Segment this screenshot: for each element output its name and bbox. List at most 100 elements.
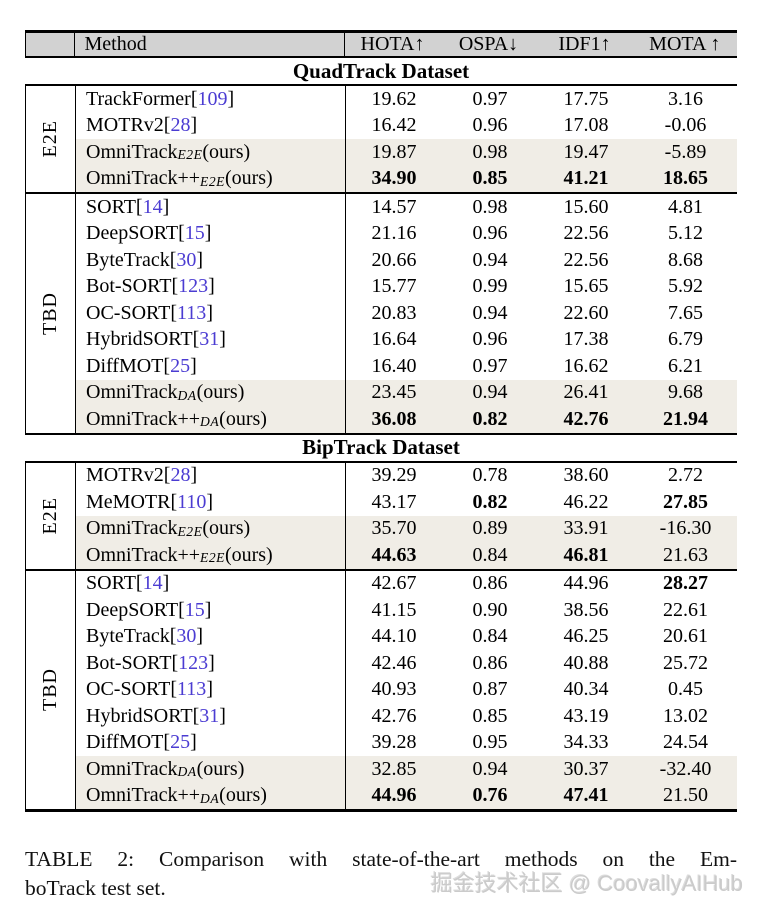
table-row: DiffMOT [25] 16.40 0.97 16.62 6.21 bbox=[76, 353, 737, 380]
method-cell: MOTRv2 [28] bbox=[76, 112, 346, 139]
hota-value: 15.77 bbox=[371, 275, 417, 298]
method-cell: HybridSORT [31] bbox=[76, 326, 346, 353]
method-cell: OmniTrack++ DA (ours) bbox=[76, 782, 346, 809]
table-row: OmniTrack++ DA (ours) 36.08 0.82 42.76 21… bbox=[76, 406, 737, 433]
mota-value: -5.89 bbox=[664, 140, 707, 163]
table-row: TrackFormer [109] 19.62 0.97 17.75 3.16 bbox=[76, 86, 737, 113]
ospa-value: 0.94 bbox=[472, 248, 508, 271]
mota-value: 2.72 bbox=[668, 464, 703, 487]
ospa-value: 0.94 bbox=[472, 301, 508, 324]
method-name: OmniTrack++ bbox=[86, 167, 201, 190]
citation-link[interactable]: 109 bbox=[197, 87, 228, 110]
idf1-value: 22.56 bbox=[563, 248, 609, 271]
ospa-value: 0.89 bbox=[472, 517, 508, 540]
ospa-value: 0.82 bbox=[472, 407, 508, 430]
citation-link[interactable]: 15 bbox=[184, 222, 205, 245]
method-name: OmniTrack++ bbox=[86, 407, 201, 430]
hota-value: 40.93 bbox=[371, 678, 417, 701]
table-row: OmniTrack++ E2E (ours) 44.63 0.84 46.81 2… bbox=[76, 542, 737, 569]
ospa-value: 0.94 bbox=[472, 757, 508, 780]
method-name: DeepSORT bbox=[86, 598, 179, 621]
group-label: TBD bbox=[39, 291, 61, 335]
mota-value: 5.12 bbox=[668, 222, 703, 245]
mota-value: 13.02 bbox=[663, 704, 708, 727]
ospa-value: 0.98 bbox=[472, 195, 508, 218]
citation-link[interactable]: 31 bbox=[199, 704, 220, 727]
method-cell: OmniTrack++ E2E (ours) bbox=[76, 165, 346, 192]
method-cell: TrackFormer [109] bbox=[76, 86, 346, 113]
mota-value: -16.30 bbox=[659, 517, 712, 540]
citation-link[interactable]: 110 bbox=[177, 490, 207, 513]
hota-value: 44.96 bbox=[371, 784, 417, 807]
table-row: ByteTrack [30] 44.10 0.84 46.25 20.61 bbox=[76, 623, 737, 650]
hota-value: 39.29 bbox=[371, 464, 417, 487]
ospa-value: 0.90 bbox=[472, 598, 508, 621]
mota-value: 20.61 bbox=[663, 625, 708, 648]
method-name: OmniTrack bbox=[86, 757, 178, 780]
method-cell: ByteTrack [30] bbox=[76, 623, 346, 650]
ospa-value: 0.97 bbox=[472, 354, 508, 377]
table-body: QuadTrack Dataset E2E TrackFormer [109] … bbox=[25, 58, 737, 812]
mota-value: -0.06 bbox=[664, 114, 707, 137]
hota-value: 34.90 bbox=[371, 167, 417, 190]
hota-value: 44.63 bbox=[371, 543, 417, 566]
method-name: MOTRv2 bbox=[86, 464, 164, 487]
citation-link[interactable]: 113 bbox=[177, 678, 207, 701]
group-rows: SORT [14] 14.57 0.98 15.60 4.81 DeepSORT… bbox=[76, 194, 737, 433]
citation-link[interactable]: 113 bbox=[177, 301, 207, 324]
method-name: SORT bbox=[86, 195, 136, 218]
citation-link[interactable]: 30 bbox=[176, 248, 197, 271]
method-cell: SORT [14] bbox=[76, 194, 346, 221]
group-label: E2E bbox=[39, 496, 61, 535]
hota-value: 16.40 bbox=[371, 354, 417, 377]
method-cell: OmniTrack DA (ours) bbox=[76, 379, 346, 406]
method-name: HybridSORT bbox=[86, 328, 193, 351]
method-cell: DeepSORT [15] bbox=[76, 220, 346, 247]
citation-link[interactable]: 31 bbox=[199, 328, 220, 351]
mota-value: 7.65 bbox=[668, 301, 703, 324]
citation-link[interactable]: 14 bbox=[142, 572, 163, 595]
caption-line-1: TABLE 2: Comparison with state-of-the-ar… bbox=[25, 847, 737, 871]
method-name: MeMOTR bbox=[86, 490, 171, 513]
hota-value: 42.46 bbox=[371, 651, 417, 674]
method-name: OC-SORT bbox=[86, 678, 171, 701]
mota-value: 4.81 bbox=[668, 195, 703, 218]
citation-link[interactable]: 15 bbox=[184, 598, 205, 621]
citation-link[interactable]: 25 bbox=[170, 354, 191, 377]
method-name: HybridSORT bbox=[86, 704, 193, 727]
ospa-value: 0.84 bbox=[472, 543, 508, 566]
table-row: Bot-SORT [123] 15.77 0.99 15.65 5.92 bbox=[76, 273, 737, 300]
header-ospa: OSPA↓ bbox=[458, 33, 519, 55]
ospa-value: 0.85 bbox=[472, 704, 508, 727]
ospa-value: 0.86 bbox=[472, 572, 508, 595]
table-row: MeMOTR [110] 43.17 0.82 46.22 27.85 bbox=[76, 489, 737, 516]
citation-link[interactable]: 123 bbox=[178, 651, 209, 674]
idf1-value: 33.91 bbox=[563, 517, 609, 540]
group-rows: SORT [14] 42.67 0.86 44.96 28.27 DeepSOR… bbox=[76, 570, 737, 809]
table-row: OmniTrack E2E (ours) 35.70 0.89 33.91 -16… bbox=[76, 515, 737, 542]
method-name: OmniTrack bbox=[86, 381, 178, 404]
idf1-value: 38.60 bbox=[563, 464, 609, 487]
citation-link[interactable]: 14 bbox=[142, 195, 163, 218]
hota-value: 44.10 bbox=[371, 625, 417, 648]
hota-value: 32.85 bbox=[371, 757, 417, 780]
citation-link[interactable]: 123 bbox=[178, 275, 209, 298]
table-row: MOTRv2 [28] 39.29 0.78 38.60 2.72 bbox=[76, 462, 737, 489]
mota-value: 5.92 bbox=[668, 275, 703, 298]
method-cell: OmniTrack E2E (ours) bbox=[76, 139, 346, 166]
hota-value: 14.57 bbox=[371, 195, 417, 218]
ospa-value: 0.96 bbox=[472, 328, 508, 351]
citation-link[interactable]: 28 bbox=[170, 114, 191, 137]
idf1-value: 40.88 bbox=[563, 651, 609, 674]
group-label: E2E bbox=[39, 120, 61, 158]
mota-value: 21.94 bbox=[663, 407, 708, 430]
idf1-value: 19.47 bbox=[563, 140, 609, 163]
citation-link[interactable]: 30 bbox=[176, 625, 197, 648]
method-group: TBD SORT [14] 42.67 0.86 44.96 28.27 Dee… bbox=[25, 570, 737, 812]
ospa-value: 0.85 bbox=[472, 167, 508, 190]
ospa-value: 0.84 bbox=[472, 625, 508, 648]
citation-link[interactable]: 25 bbox=[170, 731, 191, 754]
citation-link[interactable]: 28 bbox=[170, 464, 191, 487]
watermark: 掘金技术社区 @ CoovallyAIHub bbox=[430, 871, 743, 896]
